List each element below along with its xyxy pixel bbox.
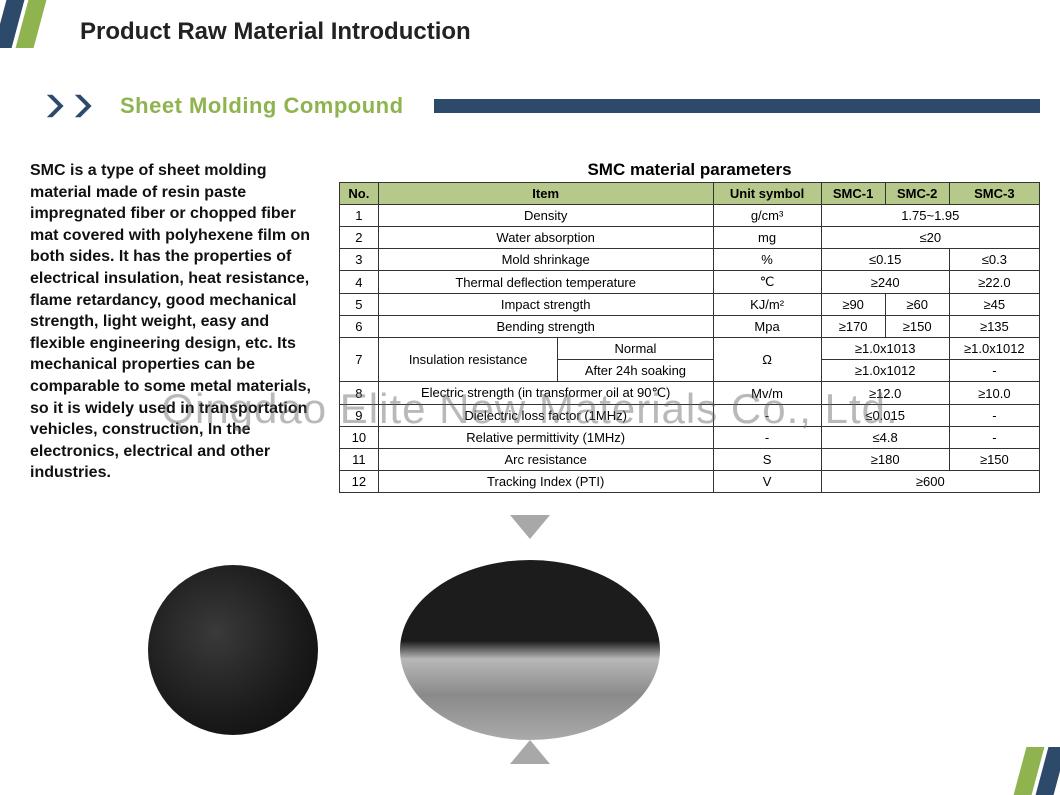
top-corner-decor [0, 0, 44, 48]
page-title: Product Raw Material Introduction [80, 18, 471, 46]
table-row: 1Densityg/cm³1.75~1.95 [340, 205, 1040, 227]
table-row: 7Insulation resistanceNormalΩ≥1.0x1013≥1… [340, 338, 1040, 360]
table-row: 11Arc resistanceS≥180≥150 [340, 449, 1040, 471]
section-header: Sheet Molding Compound [44, 92, 1040, 120]
chevron-right-icon [44, 92, 100, 120]
arrow-up-icon [510, 740, 550, 775]
section-divider [434, 99, 1040, 113]
parameters-table-area: SMC material parameters No. Item Unit sy… [339, 160, 1040, 493]
table-row: 9Dielectric loss factor (1MHz)-≤0.015- [340, 405, 1040, 427]
table-row: 8Electric strength (in transformer oil a… [340, 382, 1040, 405]
bottom-corner-decor [1016, 747, 1060, 795]
table-title: SMC material parameters [339, 160, 1040, 180]
arrow-down-icon [510, 515, 550, 550]
table-row: 2Water absorptionmg≤20 [340, 227, 1040, 249]
table-row: 5Impact strengthKJ/m²≥90≥60≥45 [340, 294, 1040, 316]
col-no: No. [340, 183, 379, 205]
material-photo-sheet [400, 560, 660, 740]
col-item: Item [378, 183, 713, 205]
col-smc1: SMC-1 [821, 183, 885, 205]
col-smc3: SMC-3 [949, 183, 1039, 205]
table-row: 3Mold shrinkage%≤0.15≤0.3 [340, 249, 1040, 271]
material-photo-fiber [148, 565, 318, 735]
col-smc2: SMC-2 [885, 183, 949, 205]
table-row: 6Bending strengthMpa≥170≥150≥135 [340, 316, 1040, 338]
description-text: SMC is a type of sheet molding material … [30, 160, 325, 493]
table-row: 10Relative permittivity (1MHz)-≤4.8- [340, 427, 1040, 449]
table-row: 12Tracking Index (PTI)V≥600 [340, 471, 1040, 493]
col-unit: Unit symbol [713, 183, 821, 205]
table-header-row: No. Item Unit symbol SMC-1 SMC-2 SMC-3 [340, 183, 1040, 205]
parameters-table: No. Item Unit symbol SMC-1 SMC-2 SMC-3 1… [339, 182, 1040, 493]
table-row: 4Thermal deflection temperature℃≥240≥22.… [340, 271, 1040, 294]
section-title: Sheet Molding Compound [120, 93, 404, 119]
